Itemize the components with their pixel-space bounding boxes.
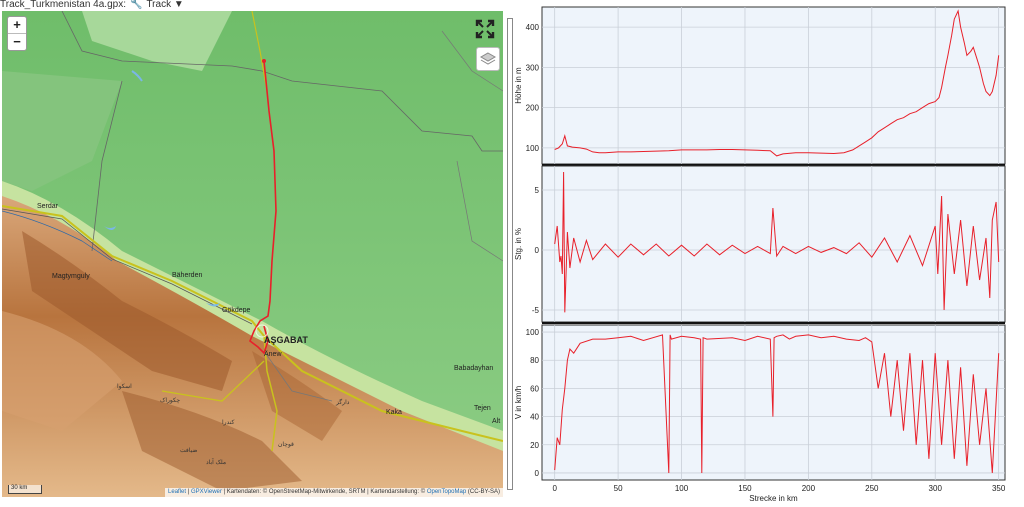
- profile-charts: 100 200 300 400 Höhe in m -5 0 5 Stg. in % 0 20 40 6…: [514, 6, 1006, 503]
- place-label: قوچان: [278, 442, 294, 448]
- leaflet-link[interactable]: Leaflet: [168, 489, 187, 495]
- data-series-line: [554, 9, 1000, 157]
- place-gokdepe: Gökdepe: [222, 307, 251, 314]
- title-bar: Track_Turkmenistan 4a.gpx: 🔧 Track ▼: [0, 0, 510, 12]
- x-tick-label: 0: [552, 484, 557, 493]
- x-tick-label: 50: [614, 484, 623, 493]
- y-tick-label: 300: [526, 63, 540, 72]
- wrench-icon[interactable]: 🔧: [129, 0, 143, 10]
- x-tick-label: 350: [992, 484, 1006, 493]
- gpx-track: [249, 60, 277, 355]
- x-tick-label: 300: [929, 484, 943, 493]
- track-selector[interactable]: Track ▼: [146, 0, 184, 10]
- y-tick-label: 5: [535, 186, 540, 195]
- x-tick-label: 150: [738, 484, 752, 493]
- y-axis-label: V in km/h: [514, 386, 523, 419]
- y-tick-label: 80: [530, 356, 539, 365]
- panel-separator: [542, 322, 1005, 324]
- map-attribution: Leaflet | GPXViewer | Kartendaten: © Ope…: [165, 488, 503, 497]
- data-series-line: [554, 171, 1000, 313]
- place-label: ملک آباد: [206, 460, 227, 466]
- place-label: ضیافت: [180, 448, 198, 454]
- y-tick-label: 0: [535, 246, 540, 255]
- data-series-line: [554, 334, 1000, 474]
- place-label: چکوراک: [160, 398, 181, 404]
- y-tick-label: 200: [526, 104, 540, 113]
- map-view[interactable]: + − Serdar Magtymguly Bäherden Gökdepe A…: [2, 11, 503, 497]
- place-label: اسکوا: [117, 384, 132, 390]
- opentopomap-link[interactable]: OpenTopoMap: [426, 489, 467, 495]
- place-baherden: Bäherden: [172, 272, 203, 279]
- y-tick-label: 400: [526, 23, 540, 32]
- place-alt: Alt: [492, 418, 501, 425]
- plot-area: [541, 165, 1006, 323]
- y-tick-label: 0: [535, 469, 540, 478]
- panel-separator: [542, 164, 1005, 166]
- x-axis-label: Strecke in km: [749, 494, 798, 503]
- place-babadayhan: Babadayhan: [454, 365, 494, 372]
- y-axis-label: Stg. in %: [514, 228, 523, 260]
- y-tick-label: 40: [530, 413, 539, 422]
- gpxviewer-link[interactable]: GPXViewer: [190, 489, 222, 495]
- place-anew: Änew: [264, 351, 282, 358]
- place-magtymguly: Magtymguly: [52, 273, 90, 280]
- y-tick-label: 100: [526, 144, 540, 153]
- place-label: دارگز: [336, 400, 350, 406]
- place-tejen: Tejen: [474, 405, 491, 412]
- x-tick-label: 200: [802, 484, 816, 493]
- y-axis-label: Höhe in m: [514, 67, 523, 104]
- file-label: Track_Turkmenistan 4a.gpx:: [0, 0, 126, 10]
- map-terrain: [2, 11, 503, 497]
- place-asgabat: AŞGABAT: [264, 335, 308, 345]
- y-tick-label: 20: [530, 441, 539, 450]
- panel-divider-scrollbar[interactable]: [507, 18, 513, 490]
- place-label: کندرا: [222, 420, 235, 426]
- place-kaka: Kaka: [386, 409, 402, 416]
- x-tick-label: 250: [865, 484, 879, 493]
- fullscreen-icon[interactable]: [474, 18, 496, 40]
- y-tick-label: -5: [532, 306, 540, 315]
- layers-icon[interactable]: [476, 47, 500, 71]
- y-tick-label: 60: [530, 384, 539, 393]
- zoom-out-button[interactable]: −: [8, 33, 26, 50]
- place-serdar: Serdar: [37, 203, 59, 210]
- zoom-control: + −: [7, 16, 27, 51]
- y-tick-label: 100: [526, 328, 540, 337]
- zoom-in-button[interactable]: +: [13, 17, 21, 32]
- plot-area: [541, 6, 1006, 165]
- x-tick-label: 100: [675, 484, 689, 493]
- scale-bar: 30 km: [8, 485, 42, 494]
